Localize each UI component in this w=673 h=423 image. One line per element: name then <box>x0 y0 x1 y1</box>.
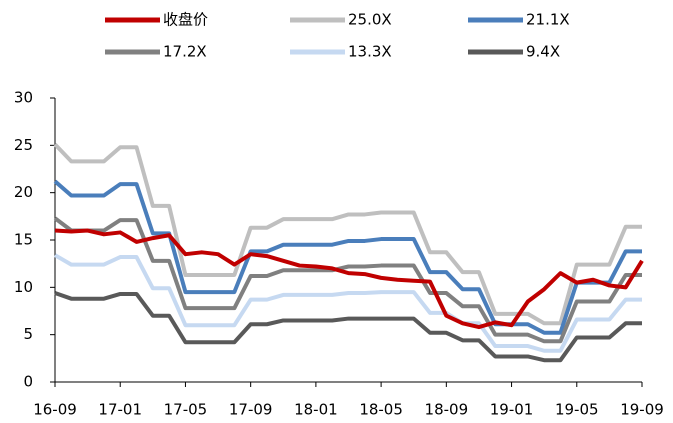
legend-label: 收盘价 <box>163 11 208 29</box>
series-line <box>54 291 642 363</box>
legend-label: 21.1X <box>526 11 570 29</box>
legend-label: 13.3X <box>348 43 392 61</box>
x-tick-label: 18-01 <box>294 401 338 419</box>
legend-label: 17.2X <box>163 43 207 61</box>
x-tick-label: 19-09 <box>620 401 664 419</box>
x-tick-label: 19-05 <box>555 401 599 419</box>
series-line <box>54 228 644 330</box>
x-tick-label: 18-09 <box>425 401 469 419</box>
series-line <box>53 179 642 335</box>
x-tick-label: 17-01 <box>98 401 142 419</box>
y-tick-label: 5 <box>23 325 33 343</box>
x-tick-label: 17-05 <box>164 401 208 419</box>
x-tick-label: 16-09 <box>33 401 77 419</box>
y-tick-label: 25 <box>14 136 33 154</box>
y-tick-label: 0 <box>23 373 33 391</box>
y-tick-label: 20 <box>14 183 33 201</box>
legend-label: 9.4X <box>526 43 560 61</box>
series-line <box>53 216 642 344</box>
legend-label: 25.0X <box>348 11 392 29</box>
y-tick-label: 30 <box>14 89 33 107</box>
y-tick-label: 10 <box>14 278 33 296</box>
x-tick-label: 19-01 <box>490 401 534 419</box>
y-tick-label: 15 <box>14 231 33 249</box>
series-line <box>53 253 642 353</box>
x-tick-label: 17-09 <box>229 401 273 419</box>
series-line <box>53 143 642 326</box>
x-tick-label: 18-05 <box>359 401 403 419</box>
